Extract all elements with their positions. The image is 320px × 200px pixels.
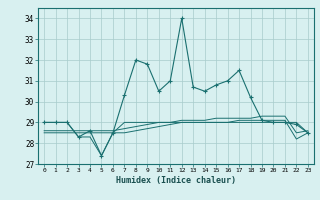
X-axis label: Humidex (Indice chaleur): Humidex (Indice chaleur) bbox=[116, 176, 236, 185]
